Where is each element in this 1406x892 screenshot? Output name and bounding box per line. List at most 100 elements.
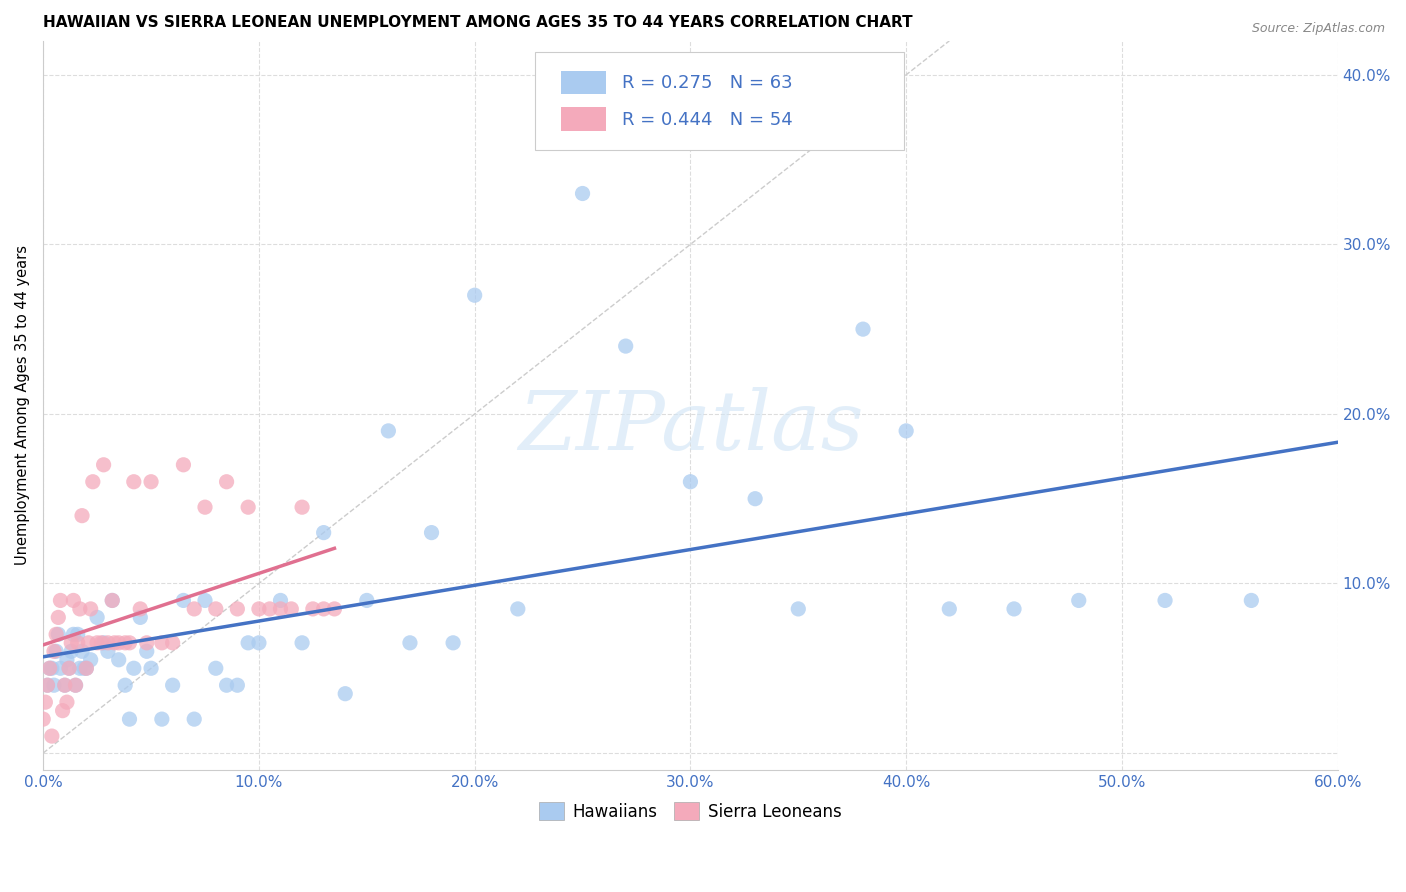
Point [852, 322, 875, 336]
Point [135, 636, 157, 650]
Point [114, 678, 136, 692]
Point [122, 475, 145, 489]
Point [236, 636, 259, 650]
Point [49, 593, 72, 607]
Point [183, 602, 205, 616]
Point [139, 475, 162, 489]
Point [150, 636, 173, 650]
Point [129, 610, 152, 624]
Point [377, 424, 399, 438]
Point [77, 636, 100, 650]
Point [41, 729, 63, 743]
Point [69, 602, 91, 616]
Point [183, 712, 205, 726]
Point [226, 602, 249, 616]
Point [247, 636, 270, 650]
Point [53, 678, 76, 692]
Point [162, 678, 184, 692]
Point [312, 525, 335, 540]
Point [280, 602, 302, 616]
FancyBboxPatch shape [561, 70, 606, 95]
Point [162, 636, 184, 650]
Point [66, 636, 89, 650]
Point [118, 712, 141, 726]
Point [45, 644, 67, 658]
Point [1240, 593, 1263, 607]
Text: R = 0.275   N = 63: R = 0.275 N = 63 [621, 74, 793, 92]
Point [679, 475, 702, 489]
Text: Source: ZipAtlas.com: Source: ZipAtlas.com [1251, 22, 1385, 36]
Point [441, 636, 464, 650]
Point [79, 653, 101, 667]
Point [291, 500, 314, 515]
Point [1067, 593, 1090, 607]
Point [34, 695, 56, 709]
FancyBboxPatch shape [536, 52, 904, 150]
Point [1002, 602, 1025, 616]
Point [744, 491, 766, 506]
Point [259, 602, 281, 616]
Point [107, 653, 129, 667]
Point [118, 636, 141, 650]
Point [356, 593, 378, 607]
Point [69, 661, 91, 675]
Point [172, 458, 194, 472]
Point [37, 678, 59, 692]
Point [56, 653, 79, 667]
Point [42, 678, 65, 692]
Point [894, 424, 917, 438]
Point [194, 500, 217, 515]
Point [46, 610, 69, 624]
Point [97, 644, 120, 658]
Point [129, 602, 152, 616]
Point [86, 610, 108, 624]
Point [60, 644, 83, 658]
Point [139, 661, 162, 675]
Point [82, 475, 104, 489]
Point [58, 661, 80, 675]
Point [79, 602, 101, 616]
Point [90, 636, 112, 650]
Point [215, 678, 238, 692]
Point [75, 661, 97, 675]
Text: R = 0.444   N = 54: R = 0.444 N = 54 [621, 111, 793, 128]
Point [70, 508, 93, 523]
Point [38, 661, 60, 675]
Point [204, 661, 226, 675]
Point [399, 636, 422, 650]
Point [215, 475, 238, 489]
Point [506, 602, 529, 616]
Point [135, 644, 157, 658]
Point [787, 602, 810, 616]
Point [62, 593, 84, 607]
Point [172, 593, 194, 607]
Point [335, 687, 357, 701]
Point [270, 602, 292, 616]
Point [93, 636, 115, 650]
Point [270, 593, 292, 607]
Point [614, 339, 637, 353]
Point [53, 678, 76, 692]
Point [107, 636, 129, 650]
Point [226, 678, 249, 692]
Point [150, 712, 173, 726]
Point [236, 500, 259, 515]
Point [46, 627, 69, 641]
Point [75, 661, 97, 675]
Point [49, 661, 72, 675]
Point [93, 458, 115, 472]
Point [65, 678, 87, 692]
Point [70, 644, 93, 658]
Point [66, 627, 89, 641]
Point [42, 644, 65, 658]
Point [114, 636, 136, 650]
Point [938, 602, 960, 616]
Point [97, 636, 120, 650]
Point [291, 636, 314, 650]
Point [41, 661, 63, 675]
Point [312, 602, 335, 616]
Point [101, 593, 124, 607]
Point [32, 712, 55, 726]
Point [122, 661, 145, 675]
FancyBboxPatch shape [561, 107, 606, 130]
